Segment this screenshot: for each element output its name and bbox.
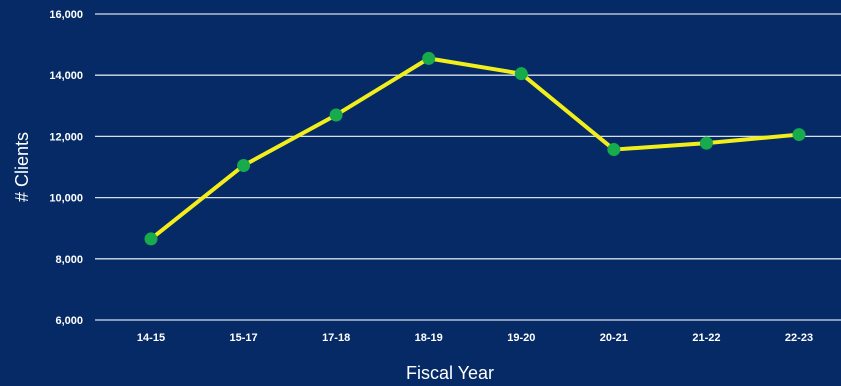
data-point-1 — [237, 158, 251, 172]
data-point-7 — [792, 128, 806, 142]
x-axis-title: Fiscal Year — [406, 363, 494, 383]
x-tick-label-0: 14-15 — [137, 332, 165, 344]
data-point-5 — [607, 143, 621, 157]
y-tick-label-0: 6,000 — [55, 315, 83, 327]
x-tick-label-5: 20-21 — [600, 332, 628, 344]
data-point-3 — [422, 51, 436, 65]
data-point-4 — [514, 67, 528, 81]
series-line — [149, 56, 801, 241]
y-tick-label-3: 12,000 — [49, 131, 83, 143]
x-tick-label-1: 15-17 — [230, 332, 258, 344]
y-tick-label-5: 16,000 — [49, 9, 83, 21]
y-axis-ticks: 6,000 8,000 10,000 12,000 14,000 16,000 — [49, 9, 83, 327]
x-tick-label-6: 21-22 — [692, 332, 720, 344]
x-tick-label-4: 19-20 — [507, 332, 535, 344]
y-tick-label-4: 14,000 — [49, 70, 83, 82]
x-tick-label-3: 18-19 — [415, 332, 443, 344]
series-markers — [144, 51, 806, 246]
data-point-6 — [699, 136, 713, 150]
data-point-0 — [144, 232, 158, 246]
x-axis-ticks: 14-15 15-17 17-18 18-19 19-20 20-21 21-22 22-23 — [137, 332, 813, 344]
grid-lines — [95, 13, 841, 321]
y-tick-label-1: 8,000 — [55, 254, 83, 266]
data-point-2 — [329, 108, 343, 122]
x-tick-label-2: 17-18 — [322, 332, 350, 344]
y-axis-title: # Clients — [12, 132, 32, 202]
x-tick-label-7: 22-23 — [785, 332, 813, 344]
y-tick-label-2: 10,000 — [49, 193, 83, 205]
